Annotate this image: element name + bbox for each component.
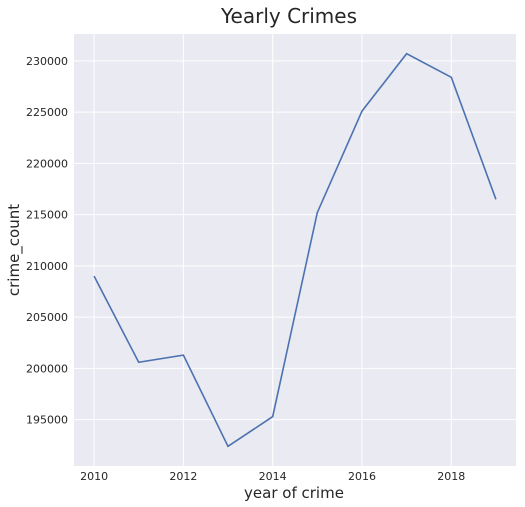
y-tick-label: 230000 [26,55,68,68]
chart-title: Yearly Crimes [220,4,357,28]
x-tick-label: 2016 [348,470,376,483]
x-axis-label: year of crime [244,484,344,502]
y-tick-label: 220000 [26,157,68,170]
y-tick-label: 200000 [26,362,68,375]
series-line-crime-count [93,52,497,448]
x-tick-label: 2012 [169,470,197,483]
y-tick-label: 215000 [26,209,68,222]
x-tick-label: 2010 [80,470,108,483]
x-tick-labels: 2010 2012 2014 2016 2018 [80,470,465,483]
y-tick-labels: 195000 200000 205000 210000 215000 220000 2250… [26,55,68,427]
y-tick-label: 205000 [26,311,68,324]
plot-area [74,34,516,466]
x-gridlines [93,34,452,466]
y-tick-label: 195000 [26,414,68,427]
y-axis-label: crime_count [5,204,24,296]
x-tick-label: 2014 [259,470,287,483]
y-tick-label: 225000 [26,106,68,119]
x-tick-label: 2018 [437,470,465,483]
y-tick-label: 210000 [26,260,68,273]
